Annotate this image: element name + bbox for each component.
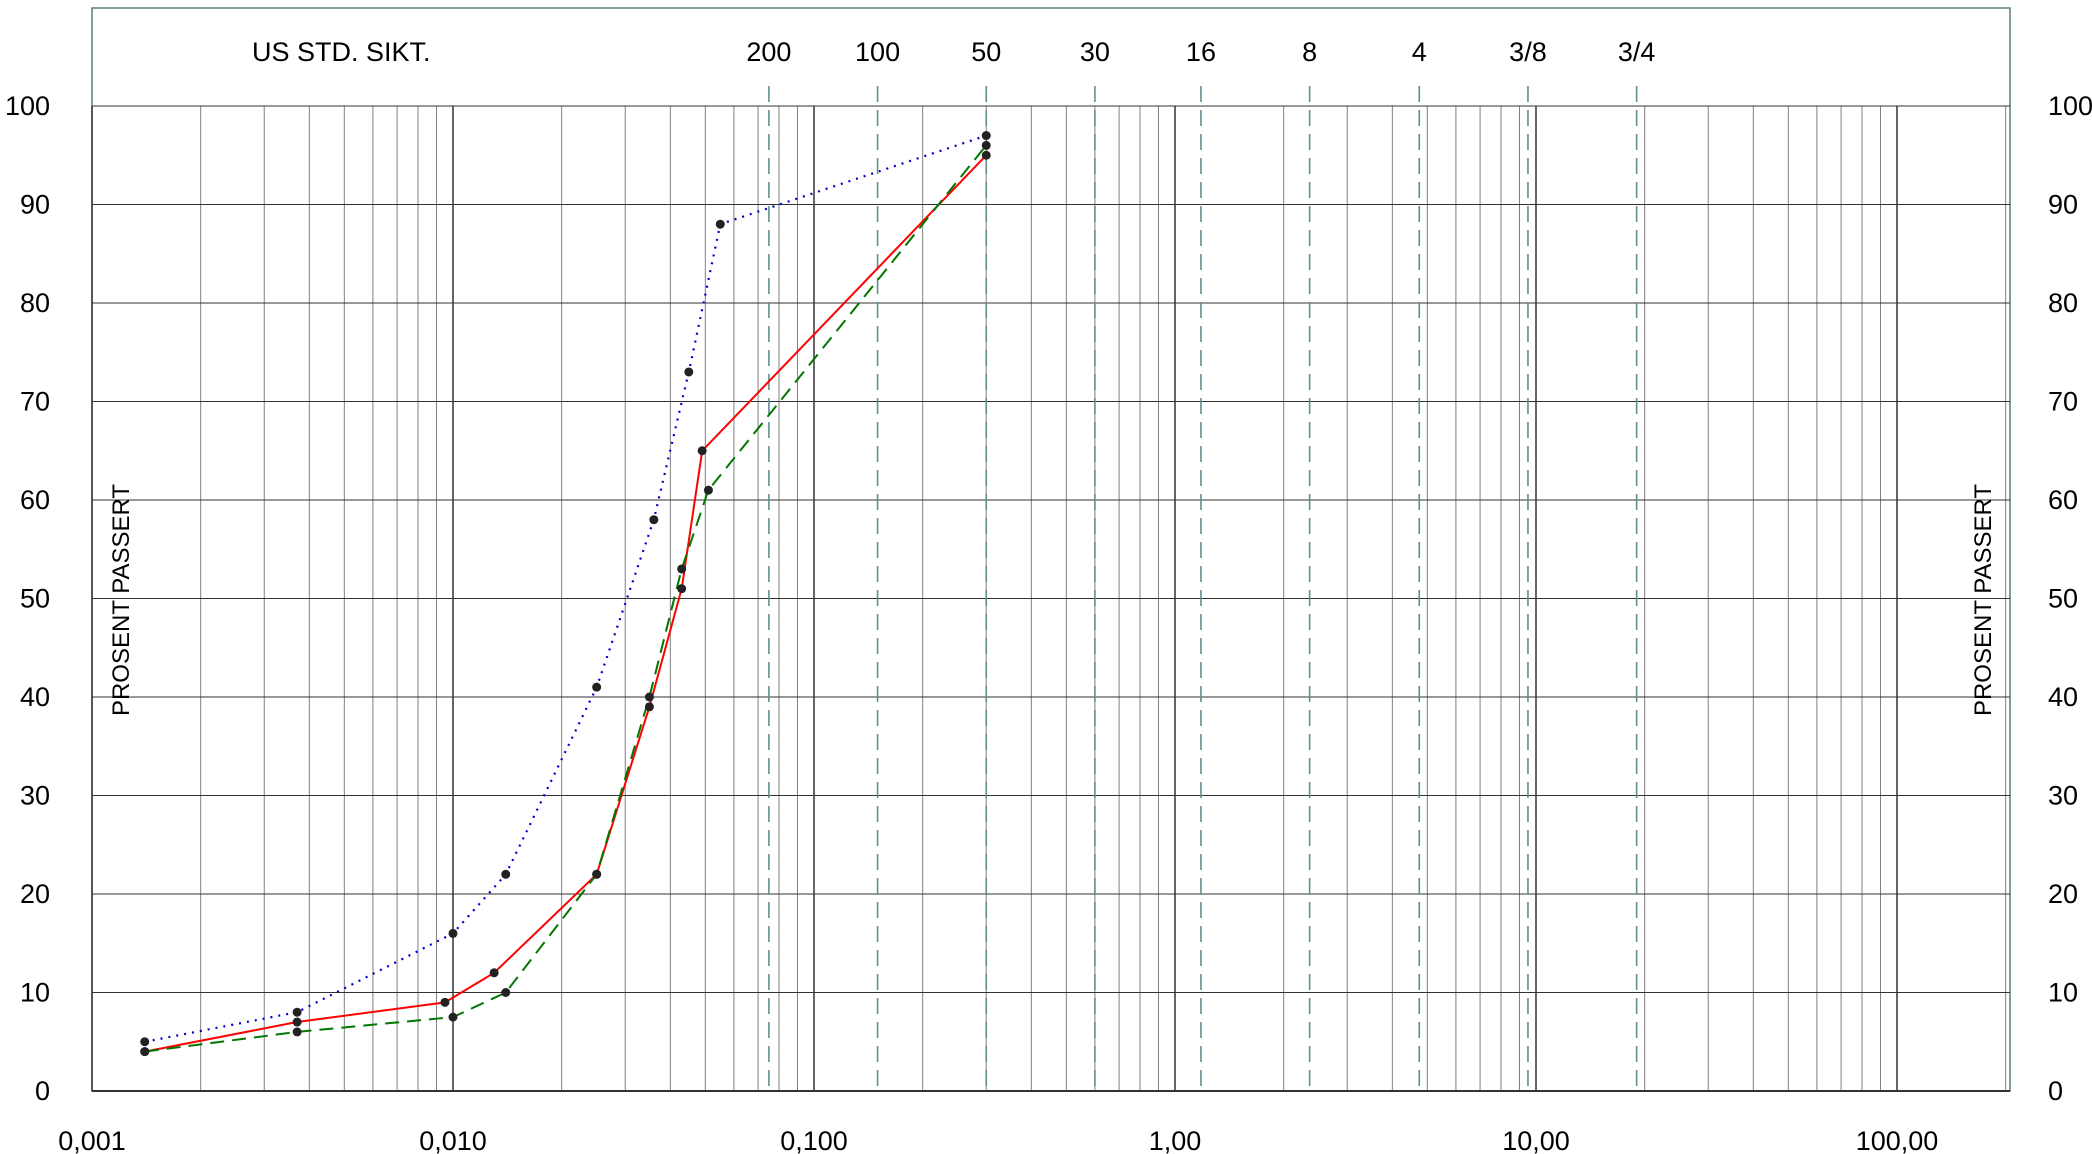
sieve-label: 4	[1412, 37, 1427, 67]
series-1-point	[292, 1007, 302, 1017]
y-tick-label-left: 40	[20, 682, 50, 712]
y-tick-label-right: 80	[2048, 288, 2078, 318]
y-tick-label-left: 80	[20, 288, 50, 318]
series-line-1	[144, 134, 987, 1043]
y-tick-label-right: 70	[2048, 387, 2078, 417]
y-tick-label-right: 90	[2048, 190, 2078, 220]
x-tick-label: 0,100	[780, 1126, 848, 1154]
series-3-point	[292, 1027, 302, 1037]
y-tick-label-right: 0	[2048, 1076, 2063, 1106]
series-3-point	[981, 140, 991, 150]
series-1-point	[140, 1037, 150, 1047]
series-3-point	[448, 1012, 458, 1022]
series-2-point	[440, 997, 450, 1007]
chart-frame	[91, 7, 2011, 1092]
x-tick-label: 1,00	[1149, 1126, 1202, 1154]
sieve-label: 200	[746, 37, 791, 67]
y-tick-label-right: 20	[2048, 879, 2078, 909]
y-tick-label-left: 60	[20, 485, 50, 515]
label-layer: US STD. SIKT. PROSENT PASSERT PROSENT PA…	[5, 37, 2092, 1154]
sieve-label: 100	[855, 37, 900, 67]
y-axis-title-left: PROSENT PASSERT	[108, 484, 135, 716]
series-3-point	[592, 869, 602, 879]
series-1-point	[592, 682, 602, 692]
y-tick-label-left: 20	[20, 879, 50, 909]
grid-layer	[91, 105, 2010, 1092]
x-tick-label: 0,010	[419, 1126, 487, 1154]
sieve-label: 30	[1080, 37, 1110, 67]
y-tick-label-left: 50	[20, 584, 50, 614]
series-1-point	[981, 131, 991, 141]
series-1-point	[501, 869, 511, 879]
y-tick-label-right: 50	[2048, 584, 2078, 614]
series-1-point	[448, 928, 458, 938]
series-2-point	[292, 1017, 302, 1027]
sieve-label: 16	[1186, 37, 1216, 67]
sieve-label: 3/8	[1509, 37, 1547, 67]
sieve-label: 3/4	[1618, 37, 1656, 67]
series-layer	[140, 131, 991, 1057]
series-2-point	[697, 446, 707, 456]
series-3-point	[140, 1047, 150, 1057]
sieve-layer	[768, 86, 1638, 1091]
sieve-header: US STD. SIKT.	[252, 37, 431, 67]
x-tick-label: 0,001	[58, 1126, 126, 1154]
series-3-point	[677, 564, 687, 574]
y-tick-label-left: 90	[20, 190, 50, 220]
series-2-point	[489, 968, 499, 978]
y-tick-label-right: 30	[2048, 781, 2078, 811]
series-line-2	[144, 154, 987, 1053]
series-2-point	[981, 150, 991, 160]
y-tick-label-left: 10	[20, 978, 50, 1008]
y-tick-label-right: 60	[2048, 485, 2078, 515]
series-1-point	[715, 219, 725, 229]
y-tick-label-right: 10	[2048, 978, 2078, 1008]
y-tick-label-right: 40	[2048, 682, 2078, 712]
series-1-point	[649, 515, 659, 525]
y-axis-title-right: PROSENT PASSERT	[1970, 484, 1997, 716]
x-tick-label: 100,00	[1856, 1126, 1939, 1154]
y-tick-label-left: 0	[35, 1076, 50, 1106]
series-3-point	[501, 988, 511, 997]
sieve-label: 50	[971, 37, 1001, 67]
series-1-point	[684, 367, 694, 377]
y-tick-label-left: 100	[5, 91, 50, 121]
x-tick-label: 10,00	[1502, 1126, 1570, 1154]
y-tick-label-right: 100	[2048, 91, 2092, 121]
series-3-point	[644, 692, 654, 702]
y-tick-label-left: 30	[20, 781, 50, 811]
y-tick-label-left: 70	[20, 387, 50, 417]
series-3-point	[703, 485, 713, 495]
series-2-point	[677, 584, 687, 594]
series-2-point	[644, 702, 654, 712]
sieve-label: 8	[1302, 37, 1317, 67]
